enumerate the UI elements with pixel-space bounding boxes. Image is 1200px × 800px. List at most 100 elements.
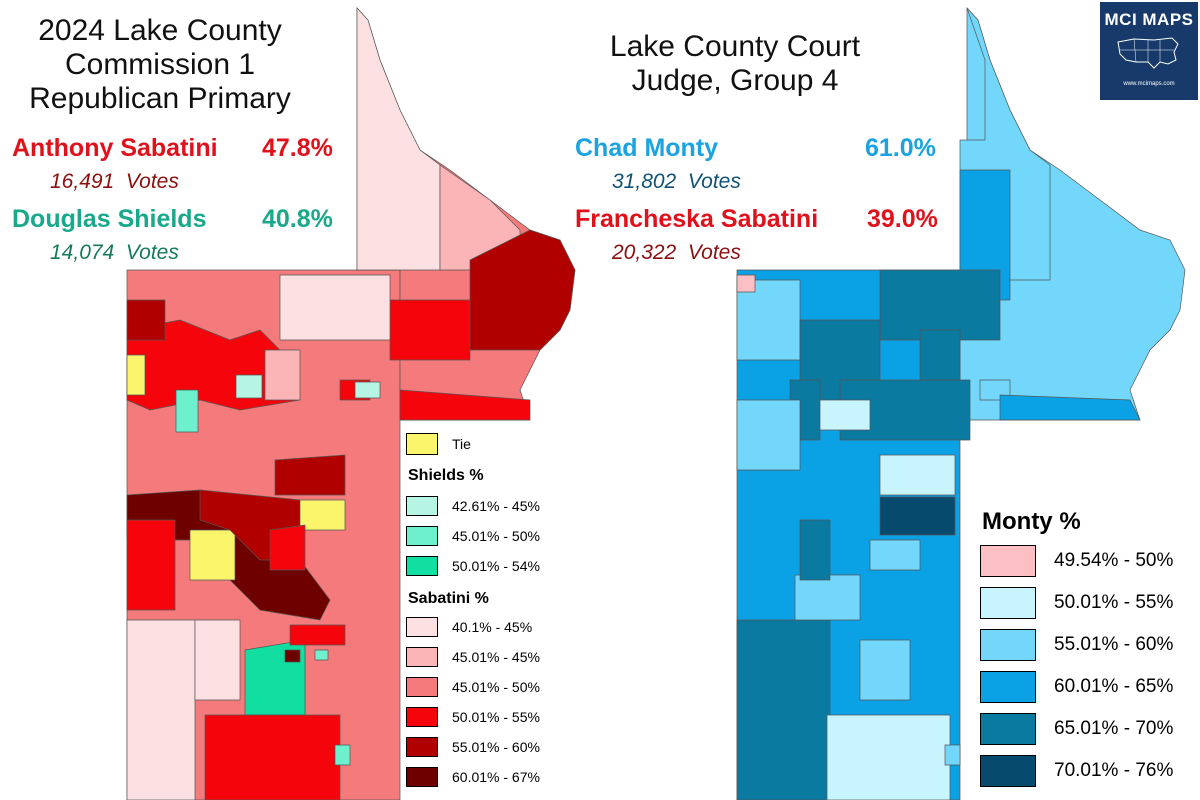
legend-monty-3: 55.01% - 60% [980,629,1173,661]
legend-shields-1: 42.61% - 45% [406,496,540,516]
right-cand1-pct: 61.0% [865,134,936,162]
legend-swatch [980,755,1036,787]
legend-label: 49.54% - 50% [1054,550,1174,571]
legend-monty-1: 49.54% - 50% [980,545,1173,577]
logo-subtitle: www.mcimaps.com [1123,81,1175,87]
precinct-shape [999,394,1141,421]
precinct-shape [944,744,961,766]
legend-sabatini-heading: Sabatini % [408,590,489,607]
right-title: Lake County Court Judge, Group 4 [565,30,905,98]
precinct-shape [235,374,263,399]
precinct-shape [189,529,236,581]
legend-sabatini-6: 60.01% - 67% [406,767,540,787]
right-cand2-name: Francheska Sabatini [575,205,819,233]
legend-label: 50.01% - 55% [1054,592,1174,613]
legend-label: 65.01% - 70% [1054,718,1174,739]
legend-swatch [406,526,438,546]
precinct-shape [736,399,801,471]
legend-tie-swatch [406,433,438,455]
right-cand1-votes-num: 31,802 [612,170,677,193]
legend-monty-2: 50.01% - 55% [980,587,1173,619]
legend-label: 55.01% - 60% [452,739,540,755]
precinct-shape [859,639,911,701]
legend-monty-heading: Monty % [982,508,1081,535]
legend-swatch [406,647,438,667]
legend-monty-4: 60.01% - 65% [980,671,1173,703]
right-title-line-2: Judge, Group 4 [631,64,839,97]
left-cand1-votes-word: Votes [125,170,179,193]
precinct-shape [289,624,346,646]
legend-swatch [406,677,438,697]
usa-map-icon [1117,37,1179,69]
legend-label: 42.61% - 45% [452,498,540,514]
precinct-shape [819,399,871,431]
legend-monty-6: 70.01% - 76% [980,755,1173,787]
precinct-shape [399,389,531,421]
right-cand2-votes-num: 20,322 [612,241,677,264]
precinct-shape [799,519,831,581]
legend-swatch [406,556,438,576]
precinct-shape [126,354,146,396]
precinct-shape [269,524,306,571]
precinct-shape [794,574,861,621]
left-cand2-votes-num: 14,074 [50,241,115,264]
right-title-line-1: Lake County Court [609,30,861,63]
legend-swatch [406,737,438,757]
logo-title: MCI MAPS [1104,10,1194,29]
precinct-shape [314,649,329,661]
left-cand1-votes: 16,491 Votes [50,170,179,194]
legend-label: 50.01% - 54% [452,558,540,574]
precinct-shape [879,496,956,536]
right-precinct-map [736,7,1186,800]
legend-shields-3: 50.01% - 54% [406,556,540,576]
legend-swatch [406,617,438,637]
precinct-shape [736,274,756,293]
left-title-line-2: Commission 1 [64,48,256,81]
left-cand1-votes-num: 16,491 [50,170,115,193]
legend-swatch [406,707,438,727]
legend-swatch [406,496,438,516]
legend-sabatini-1: 40.1% - 45% [406,617,532,637]
precinct-shape [826,714,951,800]
right-cand2-votes-word: Votes [687,241,741,264]
legend-label: 60.01% - 65% [1054,676,1174,697]
left-cand1-pct: 47.8% [262,134,333,162]
precinct-shape [204,714,341,800]
legend-swatch [980,713,1036,745]
precinct-shape [126,299,166,341]
legend-swatch [980,545,1036,577]
left-title-line-3: Republican Primary [29,82,291,115]
precinct-shape [126,519,176,611]
legend-sabatini-3: 45.01% - 50% [406,677,540,697]
right-cand2-pct: 39.0% [867,205,938,233]
precinct-shape [264,349,301,401]
legend-label: 50.01% - 55% [452,709,540,725]
precinct-shape [736,619,831,800]
precinct-shape [469,229,576,351]
legend-label: 60.01% - 67% [452,769,540,785]
left-title: 2024 Lake County Commission 1 Republican… [0,14,320,116]
left-cand2-pct: 40.8% [262,205,333,233]
mci-maps-logo: MCI MAPS www.mcimaps.com [1100,2,1198,100]
left-title-line-1: 2024 Lake County [38,14,282,47]
precinct-shape [274,454,346,496]
legend-label: 70.01% - 76% [1054,760,1174,781]
legend-shields-heading: Shields % [408,467,484,484]
precinct-shape [334,744,351,766]
legend-swatch [406,767,438,787]
right-cand1-name: Chad Monty [575,134,719,162]
precinct-shape [284,649,301,663]
legend-swatch [980,587,1036,619]
precinct-shape [356,7,441,271]
precinct-shape [879,454,956,496]
right-cand1-votes: 31,802 Votes [612,170,741,194]
left-precinct-map [126,7,576,800]
precinct-shape [919,329,961,381]
legend-shields-2: 45.01% - 50% [406,526,540,546]
right-cand1-votes-word: Votes [687,170,741,193]
legend-label: 45.01% - 50% [452,679,540,695]
precinct-shape [389,299,471,361]
legend-swatch [980,671,1036,703]
legend-swatch [980,629,1036,661]
